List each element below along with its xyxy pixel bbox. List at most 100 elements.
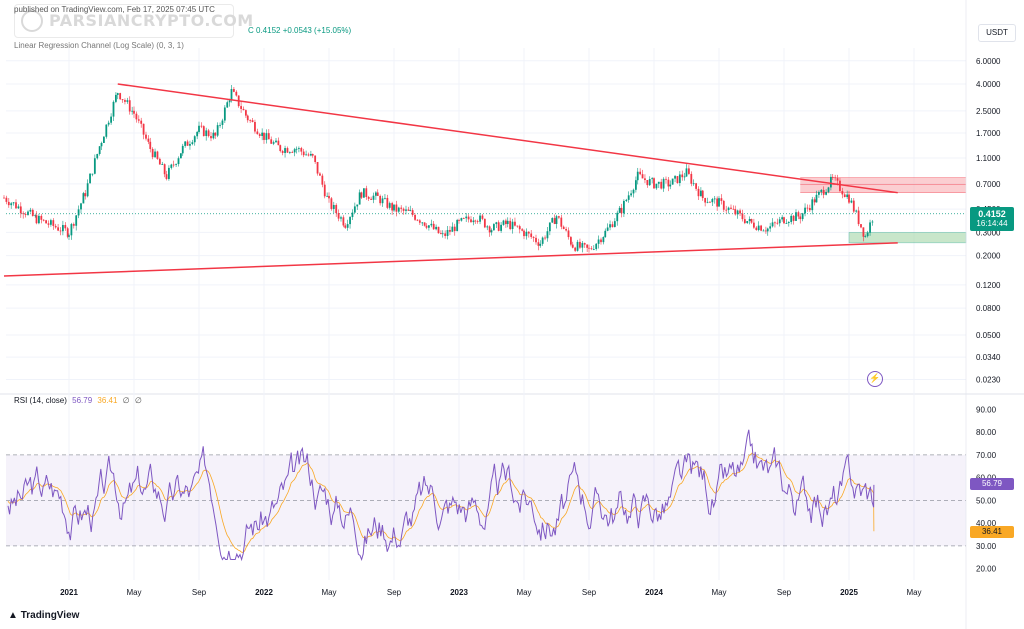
candle-body <box>68 235 70 237</box>
candle-body <box>470 219 472 223</box>
candle-body <box>47 223 50 225</box>
candle-body <box>279 145 282 152</box>
candle-body <box>606 227 609 231</box>
candle-body <box>10 203 13 206</box>
candle-body <box>337 213 340 219</box>
candle-body <box>579 241 581 248</box>
time-axis-tick: May <box>126 588 141 597</box>
candle-body <box>560 217 563 227</box>
candle-body <box>298 148 300 149</box>
candle-body <box>356 204 359 207</box>
candle-body <box>346 224 349 228</box>
candle-body <box>62 225 64 232</box>
candle-body <box>774 222 776 224</box>
candle-body <box>644 178 646 181</box>
candle-body <box>462 218 465 219</box>
candle-body <box>848 194 850 203</box>
descending-trendline <box>117 83 898 194</box>
candle-body <box>616 212 619 222</box>
candle-body <box>827 187 830 192</box>
candle-body <box>57 227 59 231</box>
price-axis-tick: 2.5000 <box>976 107 1001 116</box>
candle-body <box>202 126 205 137</box>
candle-body <box>307 154 310 156</box>
candle-body <box>486 226 489 228</box>
candle-body <box>110 116 112 123</box>
time-axis-tick: 2023 <box>450 588 468 597</box>
candle-body <box>284 148 286 153</box>
candle-body <box>692 183 695 185</box>
candle-body <box>785 223 788 224</box>
candle-body <box>852 200 855 212</box>
candle-body <box>70 224 73 236</box>
rsi-legend-label: RSI (14, close) <box>14 396 67 405</box>
candle-body <box>242 108 245 111</box>
time-axis-tick: May <box>516 588 531 597</box>
candle-body <box>544 237 546 239</box>
candle-body <box>586 244 589 248</box>
candle-body <box>869 222 871 233</box>
watermark-text: PARSIANCRYPTO.COM <box>49 11 254 30</box>
candle-body <box>275 140 277 143</box>
candle-body <box>22 213 25 215</box>
candle-body <box>813 199 816 203</box>
candle-body <box>748 218 751 222</box>
candle-body <box>344 225 347 228</box>
candle-body <box>713 198 716 200</box>
time-axis-tick: 2024 <box>645 588 663 597</box>
rsi-legend-ma: 36.41 <box>97 396 118 405</box>
candle-body <box>846 194 849 198</box>
candle-body <box>449 229 451 232</box>
candle-body <box>119 93 122 100</box>
candle-body <box>521 229 524 231</box>
candle-body <box>760 225 762 231</box>
candle-body <box>175 164 177 165</box>
candle-body <box>490 230 493 233</box>
lightning-icon[interactable]: ⚡ <box>867 371 883 387</box>
candle-body <box>316 161 319 174</box>
candle-body <box>200 125 203 127</box>
candle-body <box>340 217 342 219</box>
candle-body <box>321 175 324 185</box>
candle-body <box>35 215 38 224</box>
candle-body <box>825 191 827 195</box>
candle-body <box>722 200 725 210</box>
candle-body <box>272 142 275 144</box>
candle-body <box>12 202 15 204</box>
candle-body <box>19 206 22 214</box>
rsi-ma-tag: 36.41 <box>970 526 1014 538</box>
candle-body <box>7 201 10 206</box>
candle-body <box>444 233 447 236</box>
candle-body <box>59 230 62 232</box>
candle-body <box>42 219 45 221</box>
candle-body <box>31 209 34 216</box>
candle-body <box>115 94 117 102</box>
price-axis-tick: 4.0000 <box>976 80 1001 89</box>
candle-body <box>96 153 99 159</box>
candle-body <box>641 174 644 179</box>
candle-body <box>293 149 296 153</box>
candle-body <box>636 171 639 181</box>
candle-body <box>416 219 419 221</box>
candle-body <box>288 152 291 153</box>
candle-body <box>467 216 470 220</box>
currency-button[interactable]: USDT <box>978 24 1016 42</box>
candle-body <box>319 173 321 176</box>
rsi-pane-bg <box>6 398 966 580</box>
candle-body <box>379 195 382 204</box>
candle-body <box>311 153 314 156</box>
candle-body <box>555 216 558 224</box>
candle-body <box>720 198 723 201</box>
candle-body <box>481 215 484 219</box>
candle-body <box>223 107 226 121</box>
candle-body <box>29 209 32 212</box>
candle-body <box>530 233 533 237</box>
rsi-legend-value: 56.79 <box>72 396 93 405</box>
candle-body <box>38 215 40 224</box>
candle-body <box>24 214 27 215</box>
candle-body <box>600 239 602 243</box>
candle-body <box>516 225 519 227</box>
candle-body <box>181 145 184 154</box>
candle-body <box>667 179 670 187</box>
